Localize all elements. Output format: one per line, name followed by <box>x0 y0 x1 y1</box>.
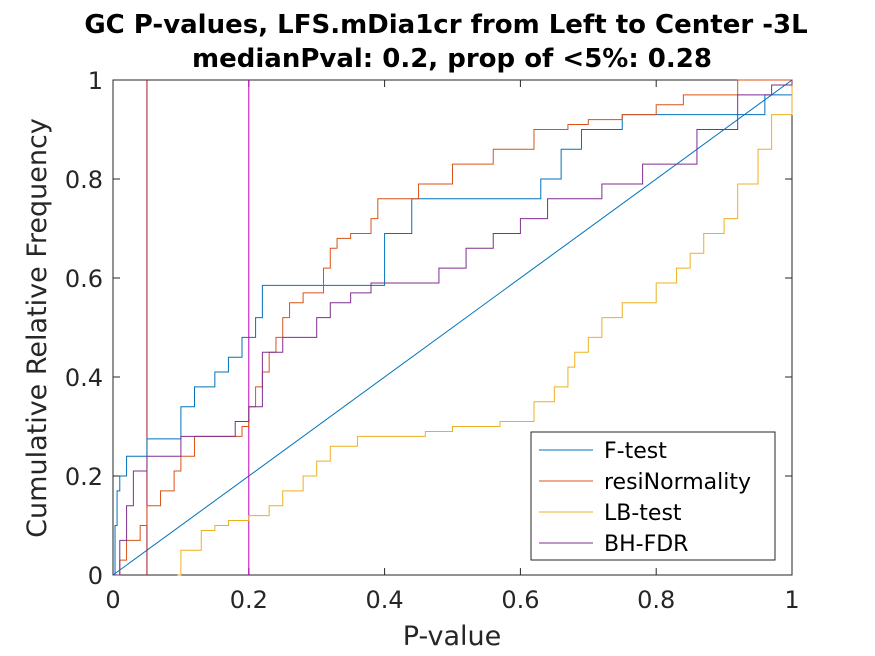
x-axis-label: P-value <box>403 621 501 652</box>
legend-entry: BH-FDR <box>604 532 688 557</box>
plot-area: 00 0.2 0.2 0.4 0.4 0.6 0.6 0.8 0.8 1 1 <box>65 67 800 614</box>
x-tick-label: 0.4 <box>366 586 404 614</box>
series-line-lb-test <box>177 80 793 576</box>
legend-box <box>530 431 776 561</box>
series-line-f-test <box>113 80 793 576</box>
y-axis-label: Cumulative Relative Frequency <box>22 118 53 538</box>
y-tick-label: 0.4 <box>65 364 103 392</box>
y-tick-label: 0.6 <box>65 265 103 293</box>
x-tick-label: 0.8 <box>637 586 675 614</box>
series-line-bh-fdr <box>113 80 793 576</box>
legend-entry: F-test <box>604 439 667 464</box>
diagonal-reference-line <box>112 79 793 576</box>
series-line-resinormality <box>113 79 792 576</box>
chart-title-line-2: medianPval: 0.2, prop of <5%: 0.28 <box>192 44 712 74</box>
y-tick-label: 1 <box>88 67 103 95</box>
x-tick-label: 0 <box>105 586 120 614</box>
y-tick-label: 0.2 <box>65 463 103 491</box>
legend-entry: LB-test <box>604 501 682 526</box>
chart-title-line-1: GC P-values, LFS.mDia1cr from Left to Ce… <box>84 10 807 40</box>
x-tick-label: 0.6 <box>501 586 539 614</box>
legend: F-test resiNormality LB-test BH-FDR <box>530 431 776 561</box>
y-tick-label: 0 <box>88 562 103 590</box>
y-tick-label: 0.8 <box>65 166 103 194</box>
x-tick-label: 0.2 <box>230 586 268 614</box>
legend-entry: resiNormality <box>604 470 751 495</box>
axes-box <box>112 79 793 576</box>
x-tick-label: 1 <box>784 586 799 614</box>
